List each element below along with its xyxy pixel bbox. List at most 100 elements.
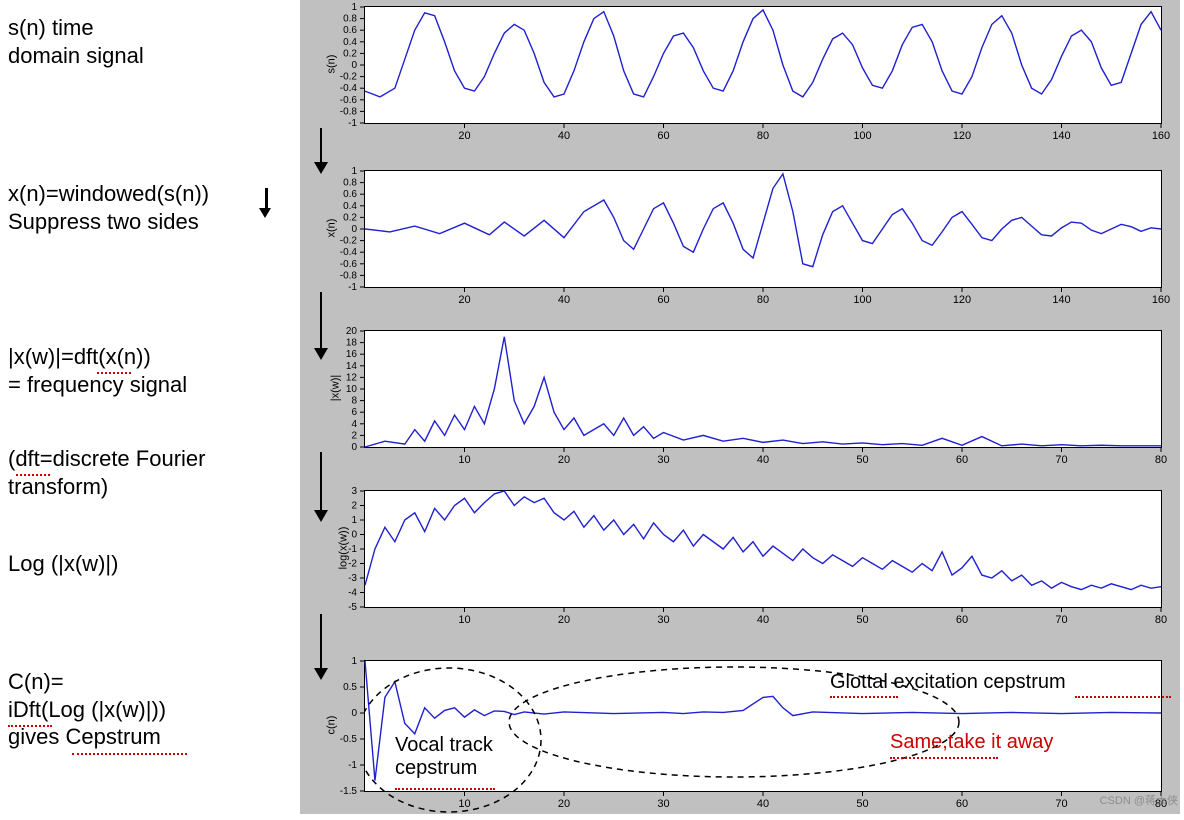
svg-text:-0.4: -0.4: [340, 247, 358, 258]
svg-text:120: 120: [953, 294, 971, 306]
chart-sn: 20406080100120140160-1-0.8-0.6-0.4-0.200…: [364, 6, 1162, 124]
svg-text:50: 50: [856, 454, 868, 466]
mini-arrow: [265, 188, 268, 210]
svg-text:140: 140: [1052, 294, 1070, 306]
svg-text:2: 2: [351, 501, 357, 512]
svg-text:-0.2: -0.2: [340, 72, 358, 83]
ylabel-s(n): s(n): [325, 55, 337, 74]
svg-text:1: 1: [351, 656, 357, 667]
svg-text:-0.4: -0.4: [340, 83, 358, 94]
svg-text:80: 80: [757, 294, 769, 306]
svg-text:20: 20: [458, 294, 470, 306]
svg-text:0: 0: [351, 60, 357, 71]
svg-text:0.8: 0.8: [343, 14, 357, 25]
svg-text:80: 80: [1155, 454, 1167, 466]
svg-text:2: 2: [351, 430, 357, 441]
svg-text:-1: -1: [348, 282, 357, 293]
arrow-1: [320, 128, 322, 164]
svg-text:100: 100: [853, 294, 871, 306]
watermark: CSDN @蒋大侠: [1100, 792, 1178, 808]
svg-text:0.4: 0.4: [343, 201, 357, 212]
ylabel-c(n): c(n): [325, 716, 337, 735]
svg-text:20: 20: [558, 798, 570, 810]
svg-text:4: 4: [351, 419, 357, 430]
svg-text:1: 1: [351, 515, 357, 526]
mini-arrow-head: [259, 208, 271, 218]
svg-text:160: 160: [1152, 294, 1170, 306]
annot-vocal: Vocal trackcepstrum: [395, 734, 493, 780]
svg-text:-1.5: -1.5: [340, 786, 358, 797]
ylabel-x(n): x(n): [325, 219, 337, 238]
svg-text:0.4: 0.4: [343, 37, 357, 48]
svg-text:-0.5: -0.5: [340, 734, 358, 745]
svg-text:1: 1: [351, 166, 357, 177]
svg-text:20: 20: [558, 454, 570, 466]
svg-text:40: 40: [757, 798, 769, 810]
svg-text:0.6: 0.6: [343, 25, 357, 36]
arrow-2: [320, 292, 322, 350]
label-windowed: x(n)=windowed(s(n))Suppress two sides: [8, 180, 298, 235]
svg-text:0.2: 0.2: [343, 48, 357, 59]
svg-text:-0.6: -0.6: [340, 95, 358, 106]
svg-text:80: 80: [1155, 614, 1167, 626]
svg-text:100: 100: [853, 130, 871, 142]
svg-text:0.2: 0.2: [343, 212, 357, 223]
label-windowed-text: x(n)=windowed(s(n))Suppress two sides: [8, 181, 209, 234]
svg-text:160: 160: [1152, 130, 1170, 142]
svg-text:10: 10: [458, 454, 470, 466]
svg-text:0: 0: [351, 708, 357, 719]
svg-text:18: 18: [346, 338, 358, 349]
svg-text:70: 70: [1055, 798, 1067, 810]
svg-text:60: 60: [956, 798, 968, 810]
chart-xn: 20406080100120140160-1-0.8-0.6-0.4-0.200…: [364, 170, 1162, 288]
chart-logxw: 1020304050607080-5-4-3-2-10123: [364, 490, 1162, 608]
svg-text:16: 16: [346, 349, 358, 360]
svg-text:20: 20: [458, 130, 470, 142]
svg-text:-1: -1: [348, 760, 357, 771]
svg-text:12: 12: [346, 372, 358, 383]
svg-text:40: 40: [558, 294, 570, 306]
annot-same: Same,take it away: [890, 731, 1053, 754]
svg-text:8: 8: [351, 396, 357, 407]
svg-text:0: 0: [351, 442, 357, 453]
svg-text:6: 6: [351, 407, 357, 418]
svg-text:20: 20: [558, 614, 570, 626]
label-dft-explain: (dft=discrete Fouriertransform): [8, 445, 298, 500]
svg-text:20: 20: [346, 326, 358, 337]
svg-text:120: 120: [953, 130, 971, 142]
label-log: Log (|x(w)|): [8, 550, 298, 578]
svg-text:50: 50: [856, 798, 868, 810]
svg-text:1: 1: [351, 2, 357, 13]
svg-text:70: 70: [1055, 614, 1067, 626]
svg-text:0: 0: [351, 224, 357, 235]
annot-glottal: Glottal excitation cepstrum: [830, 671, 1066, 694]
chart-background: 20406080100120140160-1-0.8-0.6-0.4-0.200…: [300, 0, 1180, 814]
svg-text:-0.8: -0.8: [340, 106, 358, 117]
svg-text:0.6: 0.6: [343, 189, 357, 200]
svg-text:60: 60: [657, 294, 669, 306]
arrow-4: [320, 614, 322, 670]
svg-text:0: 0: [351, 530, 357, 541]
arrow-3: [320, 452, 322, 512]
svg-text:30: 30: [657, 454, 669, 466]
svg-text:-2: -2: [348, 559, 357, 570]
svg-text:-5: -5: [348, 602, 357, 613]
svg-text:60: 60: [657, 130, 669, 142]
label-cepstrum: C(n)=iDft(Log (|x(w)|))gives Cepstrum: [8, 668, 298, 751]
svg-text:3: 3: [351, 486, 357, 497]
svg-text:10: 10: [458, 798, 470, 810]
ylabel-log(x(w)): log(x(w)): [337, 527, 349, 570]
svg-text:10: 10: [346, 384, 358, 395]
svg-text:-1: -1: [348, 118, 357, 129]
ylabel-|x(w)|: |x(w)|: [329, 375, 341, 402]
svg-text:30: 30: [657, 614, 669, 626]
svg-text:40: 40: [558, 130, 570, 142]
svg-text:60: 60: [956, 614, 968, 626]
svg-text:50: 50: [856, 614, 868, 626]
svg-text:-0.8: -0.8: [340, 270, 358, 281]
label-signal: s(n) timedomain signal: [8, 14, 298, 69]
svg-text:80: 80: [757, 130, 769, 142]
svg-text:30: 30: [657, 798, 669, 810]
svg-text:60: 60: [956, 454, 968, 466]
svg-text:0.5: 0.5: [343, 682, 357, 693]
